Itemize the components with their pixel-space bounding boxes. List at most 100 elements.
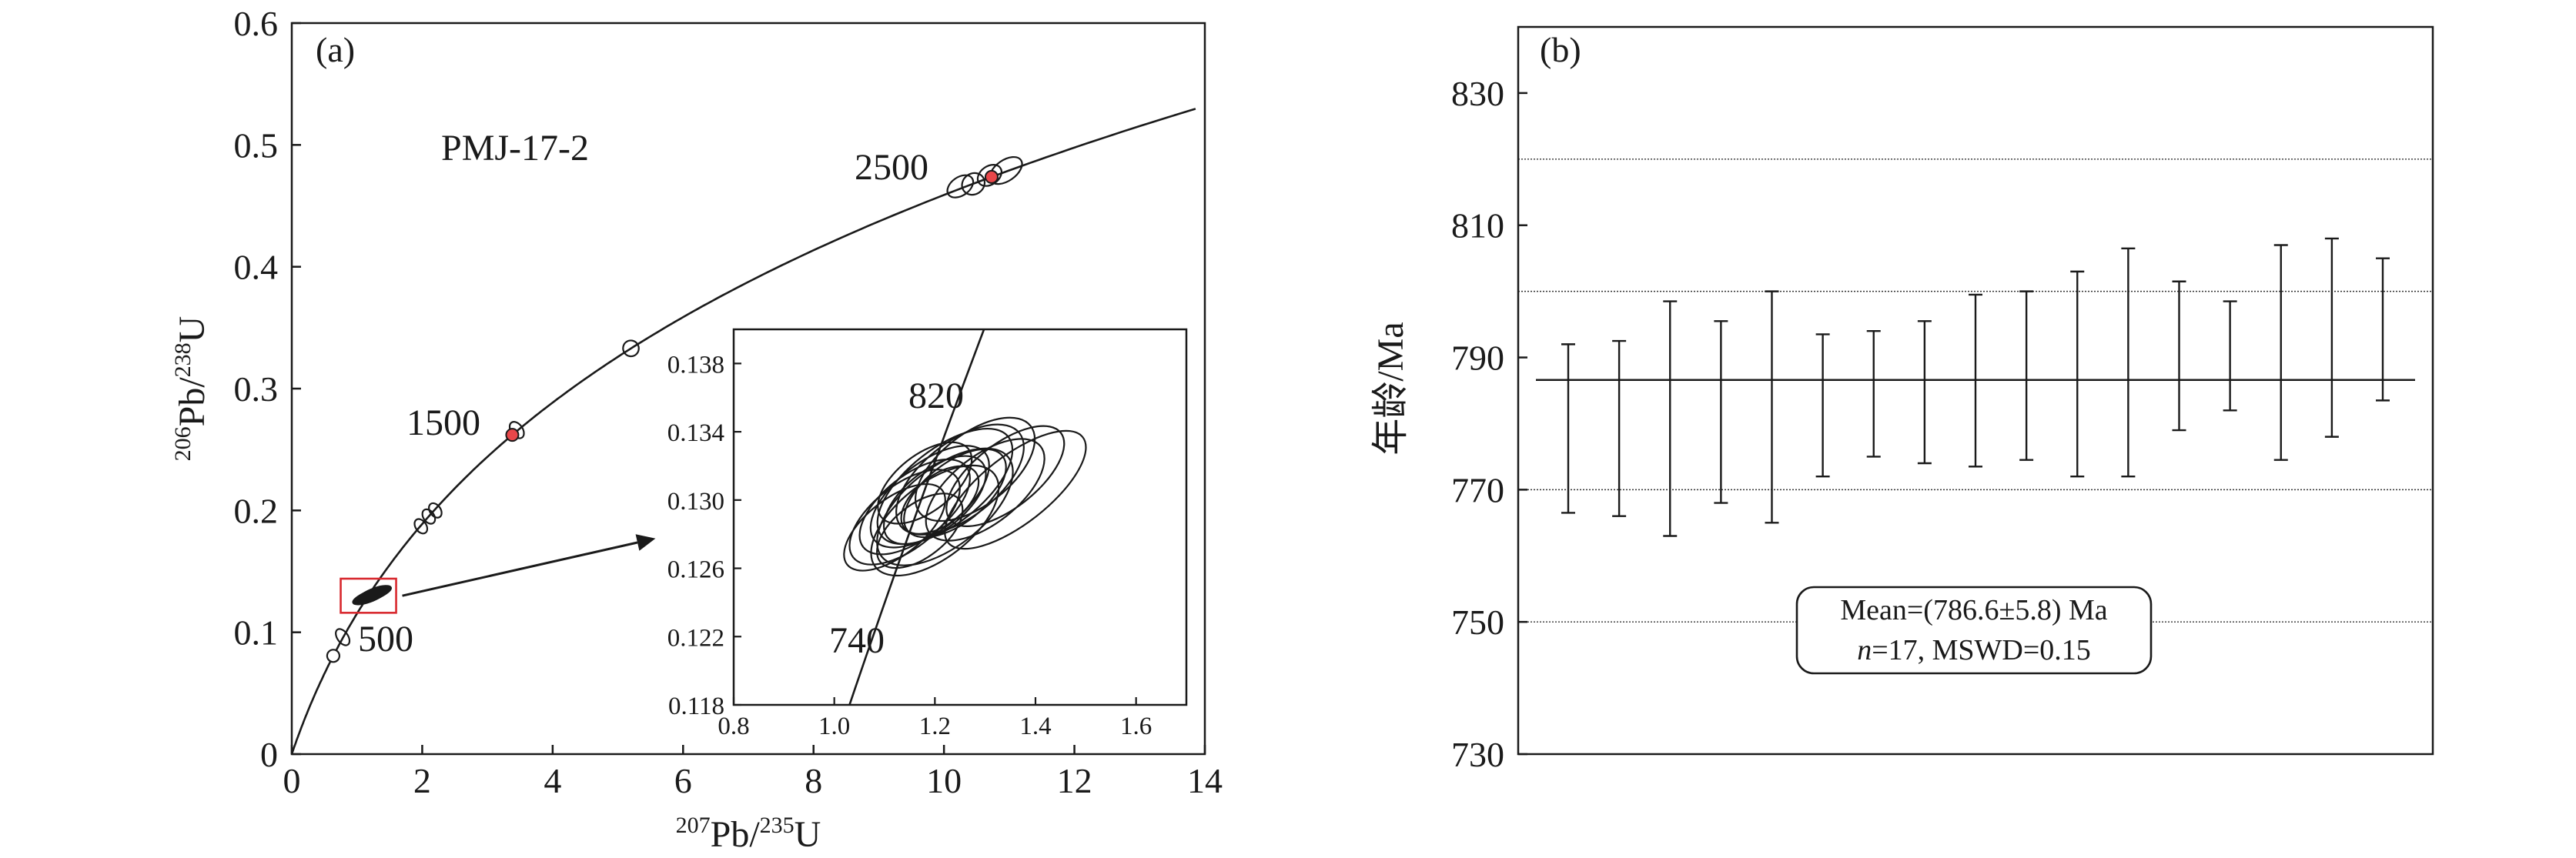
error-bar bbox=[1815, 333, 1830, 478]
inset-x-tick-label: 1.4 bbox=[1019, 713, 1051, 740]
age-label-500: 500 bbox=[358, 619, 413, 659]
data-ellipse bbox=[946, 174, 975, 199]
zoom-arrow-head bbox=[635, 534, 656, 551]
data-ellipse bbox=[622, 339, 640, 358]
inset-ticks: 0.8 1.0 1.2 1.4 1.6 0.118 0.122 0.126 0.130 0.134… bbox=[667, 351, 1153, 740]
y-tick-label: 0.4 bbox=[234, 248, 279, 287]
stats-box: Mean=(786.6±5.8) Ma n=17, MSWD=0.15 bbox=[1795, 586, 2153, 675]
x-tick-label: 0 bbox=[283, 761, 301, 800]
concordia-curve bbox=[290, 108, 1196, 755]
panel-a-concordia: 0 2 4 6 8 10 12 14 0 0.1 0.2 0.3 0.4 0.5 0.6 (a) PMJ-1… bbox=[170, 4, 1223, 855]
error-bar bbox=[1561, 343, 1575, 514]
panel-a-ticks: 0 2 4 6 8 10 12 14 0 0.1 0.2 0.3 0.4 0.5 0.6 bbox=[234, 4, 1223, 800]
b-y-tick-label: 770 bbox=[1451, 470, 1504, 509]
cluster-ellipse bbox=[358, 585, 392, 602]
y-tick-label: 0.1 bbox=[234, 613, 279, 653]
y-tick-label: 0.2 bbox=[234, 491, 279, 530]
inset-data-ellipse bbox=[876, 447, 1014, 566]
error-bar bbox=[2121, 247, 2136, 478]
x-tick-label: 2 bbox=[413, 761, 431, 800]
x-tick-label: 4 bbox=[544, 761, 561, 800]
error-bar bbox=[2223, 300, 2237, 412]
inset-data-ellipse bbox=[900, 465, 980, 535]
error-bar bbox=[1765, 290, 1779, 524]
panel-b-label: (b) bbox=[1540, 30, 1581, 69]
inset-age-label-820: 820 bbox=[908, 376, 964, 416]
panel-a-y-axis-title: 206Pb/238U bbox=[170, 316, 212, 462]
error-bar bbox=[2019, 290, 2034, 461]
inset-data-ellipse bbox=[848, 469, 961, 566]
error-bar bbox=[2324, 237, 2339, 438]
error-bar bbox=[1612, 339, 1627, 517]
data-ellipse bbox=[335, 628, 351, 646]
age-marker bbox=[505, 428, 520, 442]
inset-ellipses bbox=[843, 416, 1087, 577]
inset-y-tick-label: 0.134 bbox=[667, 419, 724, 447]
inset-age-label-740: 740 bbox=[829, 620, 885, 661]
mean-age-text: Mean=(786.6±5.8) Ma bbox=[1840, 594, 2107, 626]
inset-y-tick-label: 0.126 bbox=[667, 556, 724, 584]
x-tick-label: 12 bbox=[1057, 761, 1092, 800]
stats-box-frame bbox=[1795, 586, 2153, 675]
panel-a-ellipses bbox=[335, 155, 1023, 646]
inset-x-tick-label: 0.8 bbox=[718, 713, 749, 740]
error-bar bbox=[1714, 320, 1728, 504]
inset-data-ellipse bbox=[945, 425, 1066, 527]
inset-concordia-curve bbox=[848, 329, 985, 705]
inset-frame bbox=[732, 328, 1188, 706]
inset-data-ellipse bbox=[944, 429, 1087, 550]
age-marker bbox=[984, 169, 999, 184]
x-tick-label: 10 bbox=[926, 761, 962, 800]
sample-label: PMJ-17-2 bbox=[441, 128, 589, 169]
x-tick-label: 14 bbox=[1187, 761, 1223, 800]
panel-b-weighted-mean: 730 750 770 790 810 830 (b) 年龄/Ma Mean=(786.6… bbox=[1370, 25, 2434, 774]
b-y-tick-label: 750 bbox=[1451, 603, 1504, 642]
data-ellipse bbox=[961, 172, 986, 196]
panel-a-label: (a) bbox=[316, 30, 355, 69]
panel-b-plot-frame bbox=[1517, 25, 2434, 756]
age-label-1500: 1500 bbox=[406, 402, 480, 443]
age-marker bbox=[326, 649, 341, 663]
panel-a-x-axis-title: 207Pb/235U bbox=[676, 813, 821, 855]
panel-b-y-axis-title: 年龄/Ma bbox=[1370, 322, 1411, 455]
error-bar bbox=[1663, 300, 1678, 537]
inset-x-tick-label: 1.6 bbox=[1120, 713, 1152, 740]
error-bar bbox=[2070, 270, 2085, 478]
x-tick-label: 6 bbox=[674, 761, 692, 800]
inset-plot: 0.8 1.0 1.2 1.4 1.6 0.118 0.122 0.126 0.130 0.134… bbox=[667, 328, 1188, 740]
b-y-tick-label: 730 bbox=[1451, 735, 1504, 774]
error-bar bbox=[1917, 320, 1932, 465]
b-y-tick-label: 790 bbox=[1451, 339, 1504, 378]
inset-x-tick-label: 1.0 bbox=[818, 713, 850, 740]
error-bar bbox=[2172, 280, 2186, 432]
inset-data-ellipse bbox=[843, 482, 946, 572]
y-tick-label: 0.3 bbox=[234, 369, 279, 409]
age-label-2500: 2500 bbox=[855, 147, 928, 188]
error-bar bbox=[2273, 244, 2288, 461]
inset-data-ellipse bbox=[870, 464, 1000, 577]
x-tick-label: 8 bbox=[805, 761, 822, 800]
inset-data-ellipse bbox=[877, 441, 973, 525]
inset-data-ellipse bbox=[876, 492, 964, 569]
y-tick-label: 0.6 bbox=[234, 4, 279, 43]
panel-a-age-markers bbox=[326, 169, 999, 663]
panel-b-ticks: 730 750 770 790 810 830 bbox=[1451, 74, 1527, 774]
zoom-box bbox=[340, 577, 397, 614]
inset-y-tick-label: 0.138 bbox=[667, 351, 724, 379]
b-y-tick-label: 810 bbox=[1451, 206, 1504, 245]
b-y-tick-label: 830 bbox=[1451, 74, 1504, 113]
y-tick-label: 0.5 bbox=[234, 125, 279, 165]
inset-y-tick-label: 0.130 bbox=[667, 488, 724, 516]
n-mswd-text: n=17, MSWD=0.15 bbox=[1857, 634, 2091, 666]
zoom-arrow bbox=[402, 541, 638, 597]
data-ellipse bbox=[421, 508, 437, 525]
error-bar bbox=[2376, 257, 2390, 402]
inset-x-tick-label: 1.2 bbox=[919, 713, 951, 740]
panel-b-error-bars bbox=[1561, 237, 2390, 537]
inset-y-tick-label: 0.122 bbox=[667, 624, 724, 652]
inset-y-tick-label: 0.118 bbox=[668, 693, 724, 720]
y-tick-label: 0 bbox=[260, 735, 278, 774]
error-bar bbox=[1866, 329, 1881, 458]
data-ellipse bbox=[428, 502, 443, 519]
